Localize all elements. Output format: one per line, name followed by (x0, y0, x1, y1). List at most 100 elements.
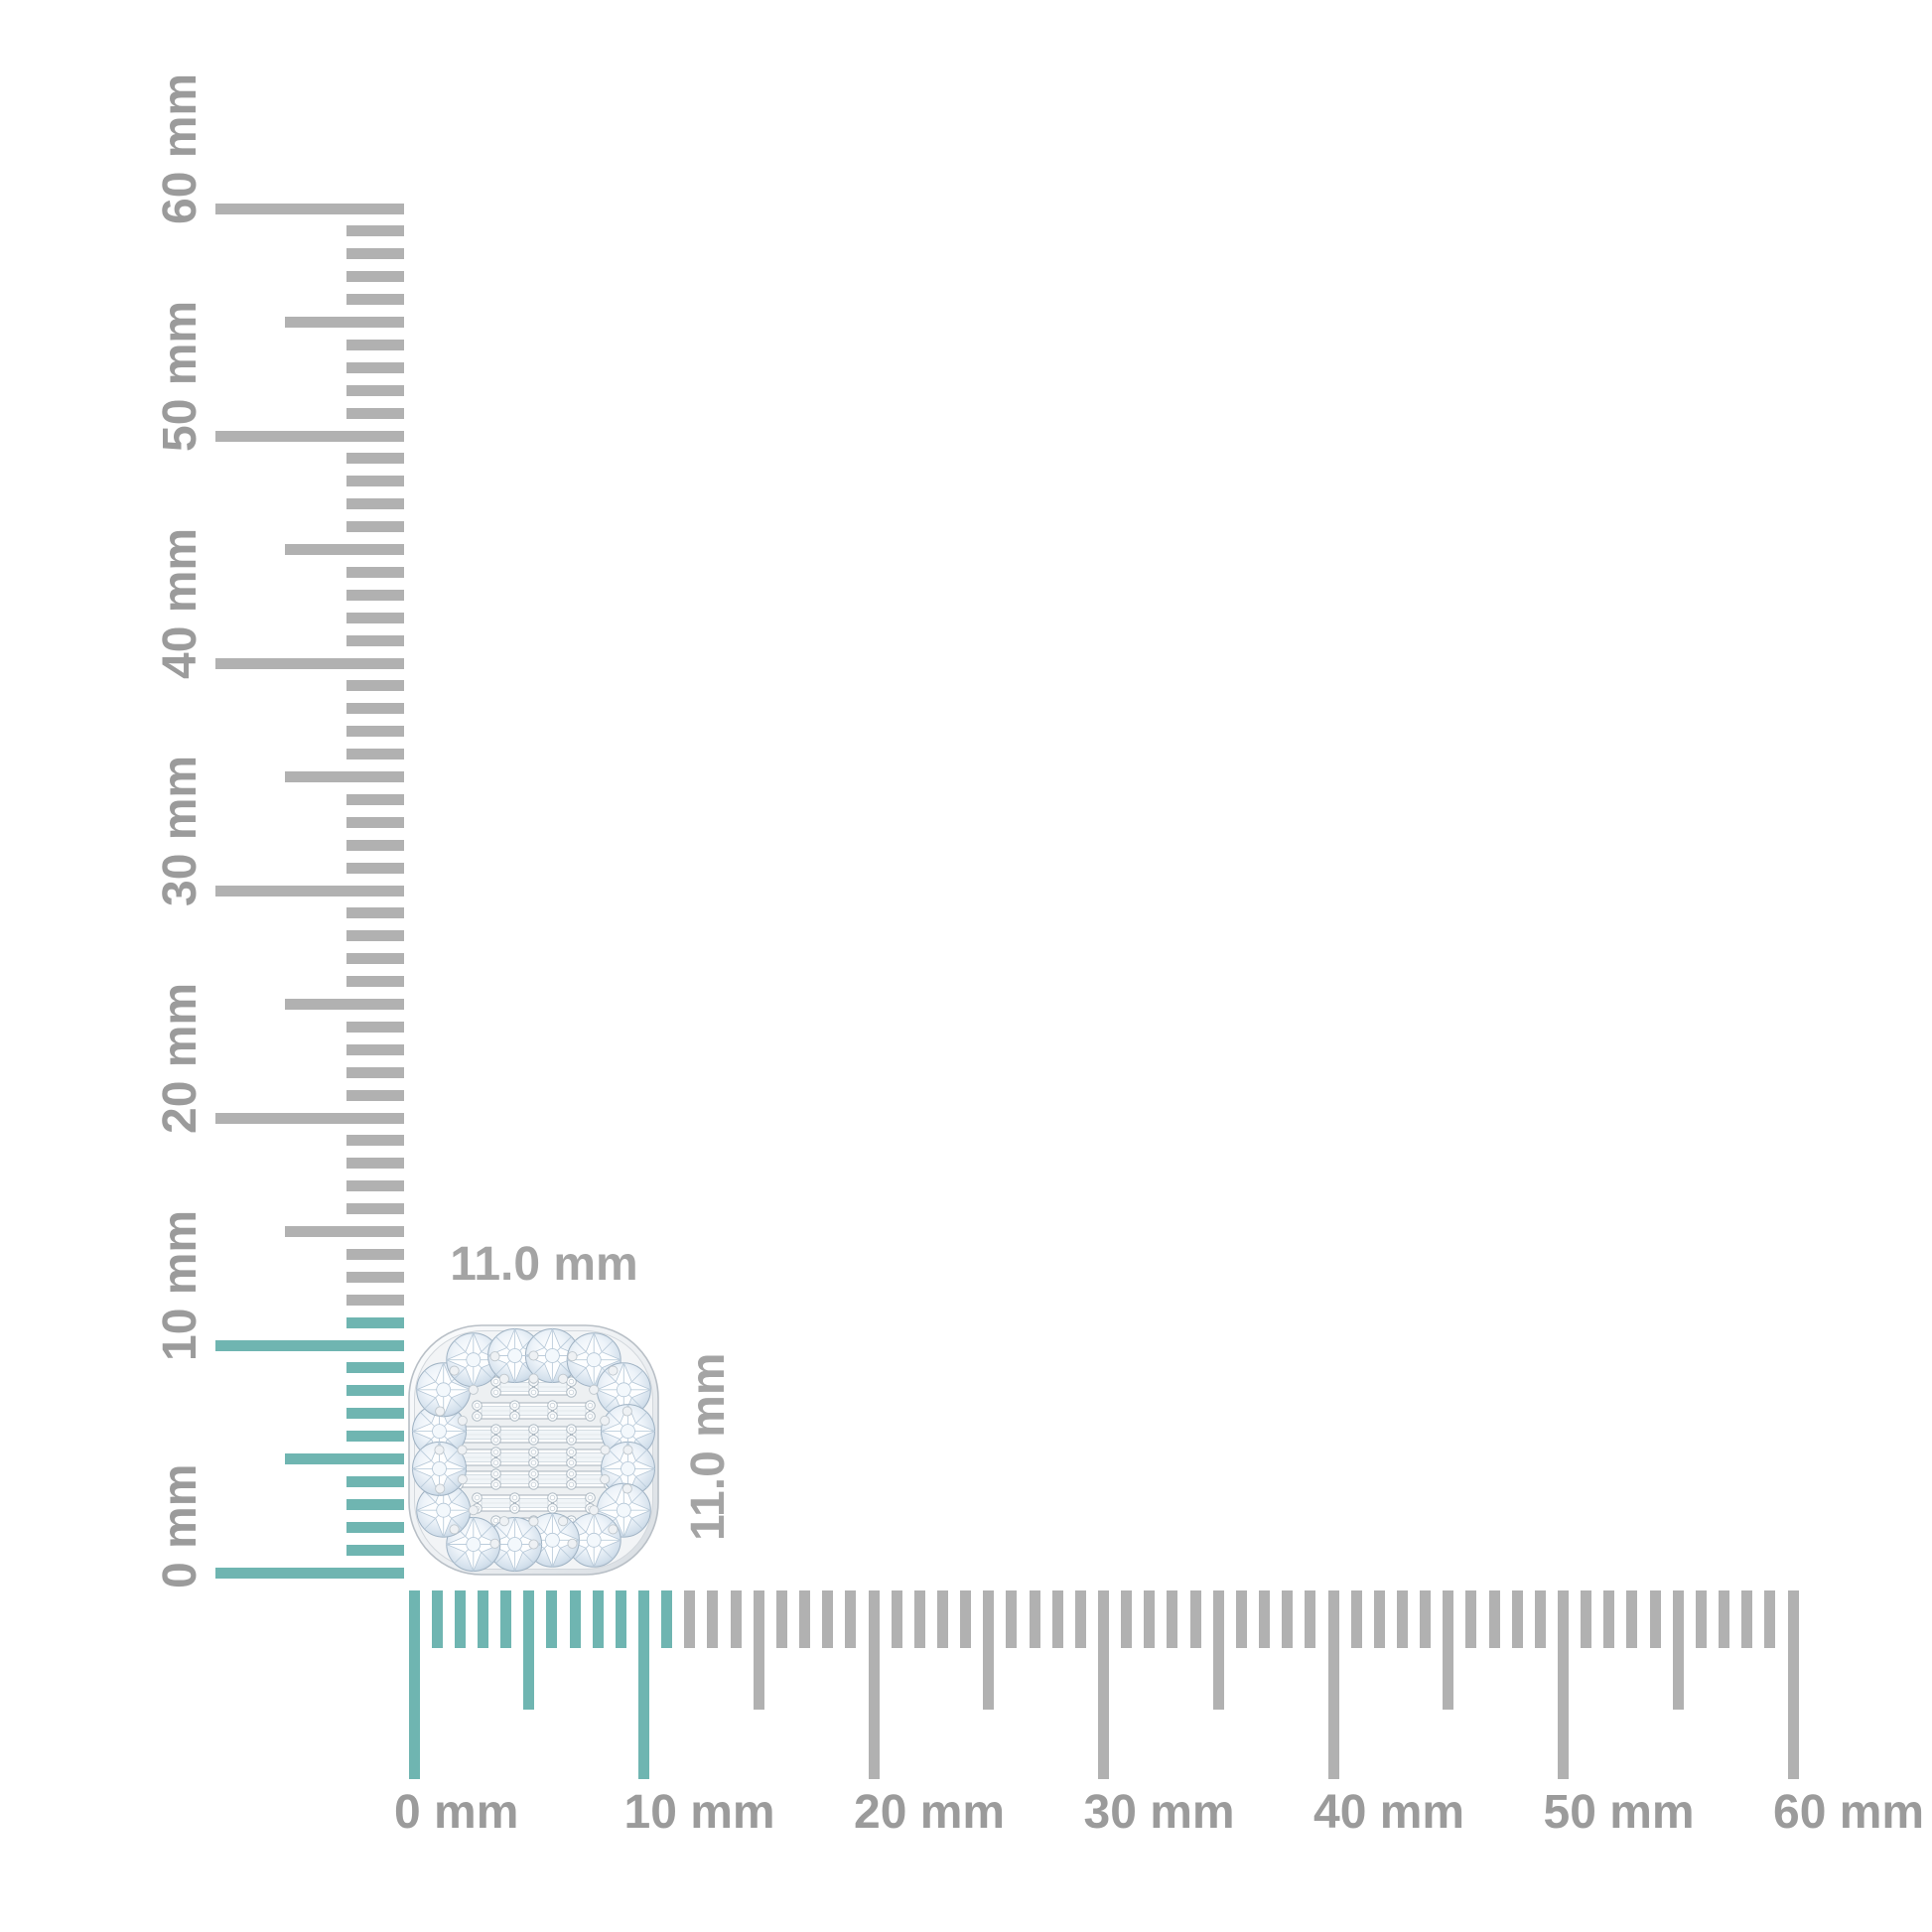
v-ruler-tick (215, 203, 404, 214)
h-ruler-tick (775, 1590, 787, 1648)
h-ruler-tick (936, 1590, 948, 1648)
v-ruler-tick (346, 339, 404, 350)
h-ruler-label: 0 mm (394, 1786, 519, 1839)
h-ruler-tick (661, 1590, 673, 1648)
h-ruler-tick (1488, 1590, 1500, 1648)
v-ruler-tick (346, 1180, 404, 1192)
v-ruler-tick (346, 589, 404, 601)
v-ruler-tick (346, 361, 404, 373)
h-ruler-tick (1074, 1590, 1086, 1648)
v-ruler-tick (346, 1135, 404, 1147)
v-ruler-tick (346, 793, 404, 805)
v-ruler-tick (346, 612, 404, 623)
h-ruler-tick (891, 1590, 902, 1648)
v-ruler-tick (346, 1294, 404, 1306)
v-ruler-tick (346, 1431, 404, 1443)
v-ruler-tick (346, 816, 404, 828)
v-ruler-tick (346, 1089, 404, 1101)
v-ruler-tick (346, 1385, 404, 1397)
v-ruler-tick (346, 1408, 404, 1420)
item-height-label: 11.0 mm (682, 1352, 735, 1541)
v-ruler-tick (346, 407, 404, 419)
h-ruler-label: 40 mm (1313, 1786, 1465, 1839)
h-ruler-label: 10 mm (623, 1786, 775, 1839)
v-ruler-tick (346, 907, 404, 919)
h-ruler-tick (707, 1590, 719, 1648)
v-ruler-tick (285, 771, 404, 782)
h-ruler-tick (822, 1590, 834, 1648)
item-width-label: 11.0 mm (450, 1238, 638, 1291)
h-ruler-label: 50 mm (1543, 1786, 1695, 1839)
h-ruler-tick (1672, 1590, 1684, 1710)
v-ruler-tick (346, 453, 404, 465)
h-ruler-tick (1764, 1590, 1776, 1648)
h-ruler-tick (1212, 1590, 1224, 1710)
h-ruler-tick (1511, 1590, 1523, 1648)
h-ruler-tick (1051, 1590, 1063, 1648)
h-ruler-tick (1167, 1590, 1178, 1648)
product-image-diamond-stud (408, 1324, 659, 1576)
h-ruler-tick (1558, 1590, 1569, 1779)
h-ruler-tick (500, 1590, 512, 1648)
h-ruler-tick (1144, 1590, 1156, 1648)
h-ruler-tick (913, 1590, 925, 1648)
v-ruler-tick (346, 1271, 404, 1283)
v-ruler-label: 10 mm (154, 1209, 207, 1361)
v-ruler-tick (346, 476, 404, 487)
v-ruler-tick (285, 1453, 404, 1464)
h-ruler-tick (983, 1590, 995, 1710)
h-ruler-tick (868, 1590, 880, 1779)
h-ruler-tick (1443, 1590, 1454, 1710)
v-ruler-tick (346, 1316, 404, 1328)
v-ruler-tick (346, 1203, 404, 1215)
v-ruler-tick (346, 1021, 404, 1033)
h-ruler-tick (1259, 1590, 1271, 1648)
h-ruler-tick (431, 1590, 443, 1648)
v-ruler-tick (285, 999, 404, 1010)
v-ruler-tick (346, 1248, 404, 1260)
v-ruler-tick (285, 544, 404, 555)
v-ruler-label: 50 mm (154, 300, 207, 452)
h-ruler-tick (1741, 1590, 1753, 1648)
v-ruler-tick (346, 953, 404, 965)
v-ruler-tick (346, 225, 404, 237)
h-ruler-tick (569, 1590, 581, 1648)
h-ruler-tick (1305, 1590, 1316, 1648)
v-ruler-tick (346, 566, 404, 578)
v-ruler-tick (346, 1066, 404, 1078)
h-ruler-tick (1098, 1590, 1109, 1779)
h-ruler-tick (1189, 1590, 1201, 1648)
v-ruler-tick (346, 839, 404, 851)
h-ruler-tick (1282, 1590, 1294, 1648)
h-ruler-tick (1350, 1590, 1362, 1648)
h-ruler-tick (638, 1590, 649, 1779)
h-ruler-tick (1029, 1590, 1040, 1648)
v-ruler-tick (346, 634, 404, 646)
h-ruler-tick (546, 1590, 558, 1648)
h-ruler-tick (454, 1590, 466, 1648)
v-ruler-tick (346, 703, 404, 715)
v-ruler-tick (346, 1043, 404, 1055)
h-ruler-tick (845, 1590, 857, 1648)
h-ruler-tick (1327, 1590, 1339, 1779)
v-ruler-tick (285, 1226, 404, 1237)
h-ruler-tick (1465, 1590, 1477, 1648)
v-ruler-tick (346, 521, 404, 533)
v-ruler-tick (346, 1498, 404, 1510)
v-ruler-label: 0 mm (154, 1463, 207, 1588)
v-ruler-tick (346, 1158, 404, 1170)
h-ruler-label: 60 mm (1773, 1786, 1925, 1839)
v-ruler-tick (215, 1112, 404, 1124)
h-ruler-tick (1787, 1590, 1799, 1779)
h-ruler-tick (799, 1590, 811, 1648)
v-ruler-tick (215, 885, 404, 897)
h-ruler-tick (1396, 1590, 1408, 1648)
v-ruler-tick (346, 248, 404, 260)
h-ruler-tick (408, 1590, 420, 1779)
v-ruler-label: 30 mm (154, 755, 207, 906)
h-ruler-tick (592, 1590, 604, 1648)
v-ruler-label: 40 mm (154, 527, 207, 679)
v-ruler-tick (346, 862, 404, 874)
v-ruler-tick (346, 271, 404, 283)
